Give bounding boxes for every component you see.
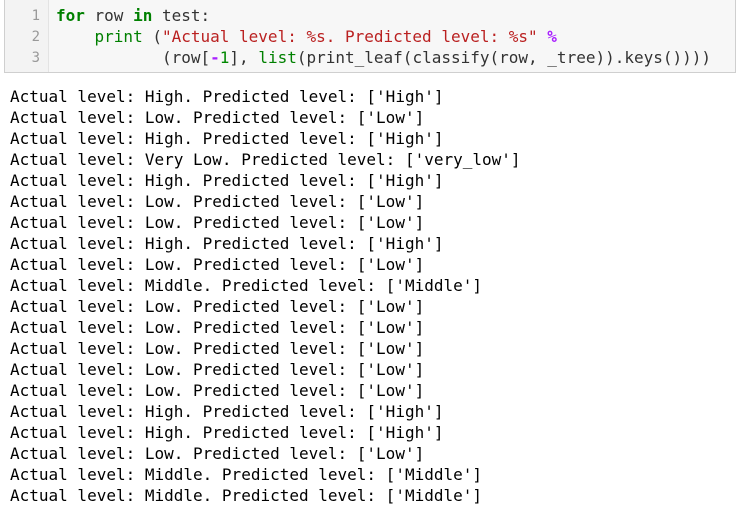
code-token xyxy=(56,27,95,46)
code-line[interactable]: for row in test: xyxy=(56,5,210,26)
output-line: Actual level: Low. Predicted level: ['Lo… xyxy=(10,444,425,463)
output-line: Actual level: Low. Predicted level: ['Lo… xyxy=(10,297,425,316)
code-token: for xyxy=(56,6,85,25)
code-token: - xyxy=(210,48,220,67)
code-token: in xyxy=(133,6,153,25)
code-token: (print_leaf(classify(row, _tree)).keys()… xyxy=(296,48,712,67)
code-cell[interactable]: 1 2 3 for row in test: print ("Actual le… xyxy=(4,0,736,73)
code-token: test: xyxy=(152,6,211,25)
code-token: 1 xyxy=(219,48,230,67)
line-number: 2 xyxy=(31,29,40,45)
code-token: "Actual level: %s. Predicted level: %s" xyxy=(161,27,538,46)
code-token: print xyxy=(94,27,143,46)
line-number-gutter: 1 2 3 xyxy=(5,0,49,72)
output-line: Actual level: High. Predicted level: ['H… xyxy=(10,234,444,253)
code-token: list xyxy=(258,48,297,67)
output-line: Actual level: High. Predicted level: ['H… xyxy=(10,129,444,148)
code-token: % xyxy=(547,27,557,46)
output-line: Actual level: Low. Predicted level: ['Lo… xyxy=(10,381,425,400)
code-token: (row[ xyxy=(56,48,211,67)
output-line: Actual level: Low. Predicted level: ['Lo… xyxy=(10,339,425,358)
output-line: Actual level: Middle. Predicted level: [… xyxy=(10,276,483,295)
output-line: Actual level: Low. Predicted level: ['Lo… xyxy=(10,108,425,127)
code-token: ], xyxy=(229,48,259,67)
code-line[interactable]: print ("Actual level: %s. Predicted leve… xyxy=(56,26,557,47)
code-line[interactable]: (row[-1], list(print_leaf(classify(row, … xyxy=(56,47,711,68)
output-line: Actual level: Middle. Predicted level: [… xyxy=(10,465,483,484)
output-line: Actual level: Low. Predicted level: ['Lo… xyxy=(10,213,425,232)
output-line: Actual level: Very Low. Predicted level:… xyxy=(10,150,521,169)
output-line: Actual level: Low. Predicted level: ['Lo… xyxy=(10,318,425,337)
line-number: 3 xyxy=(31,50,40,66)
code-token: ( xyxy=(142,27,162,46)
output-line: Actual level: High. Predicted level: ['H… xyxy=(10,171,444,190)
output-area: Actual level: High. Predicted level: ['H… xyxy=(10,86,521,506)
output-line: Actual level: Low. Predicted level: ['Lo… xyxy=(10,192,425,211)
output-line: Actual level: Low. Predicted level: ['Lo… xyxy=(10,255,425,274)
code-token xyxy=(538,27,548,46)
output-line: Actual level: Middle. Predicted level: [… xyxy=(10,486,483,505)
code-token: row xyxy=(84,6,134,25)
output-line: Actual level: Low. Predicted level: ['Lo… xyxy=(10,360,425,379)
line-number: 1 xyxy=(31,8,40,24)
output-line: Actual level: High. Predicted level: ['H… xyxy=(10,423,444,442)
output-line: Actual level: High. Predicted level: ['H… xyxy=(10,87,444,106)
output-line: Actual level: High. Predicted level: ['H… xyxy=(10,402,444,421)
